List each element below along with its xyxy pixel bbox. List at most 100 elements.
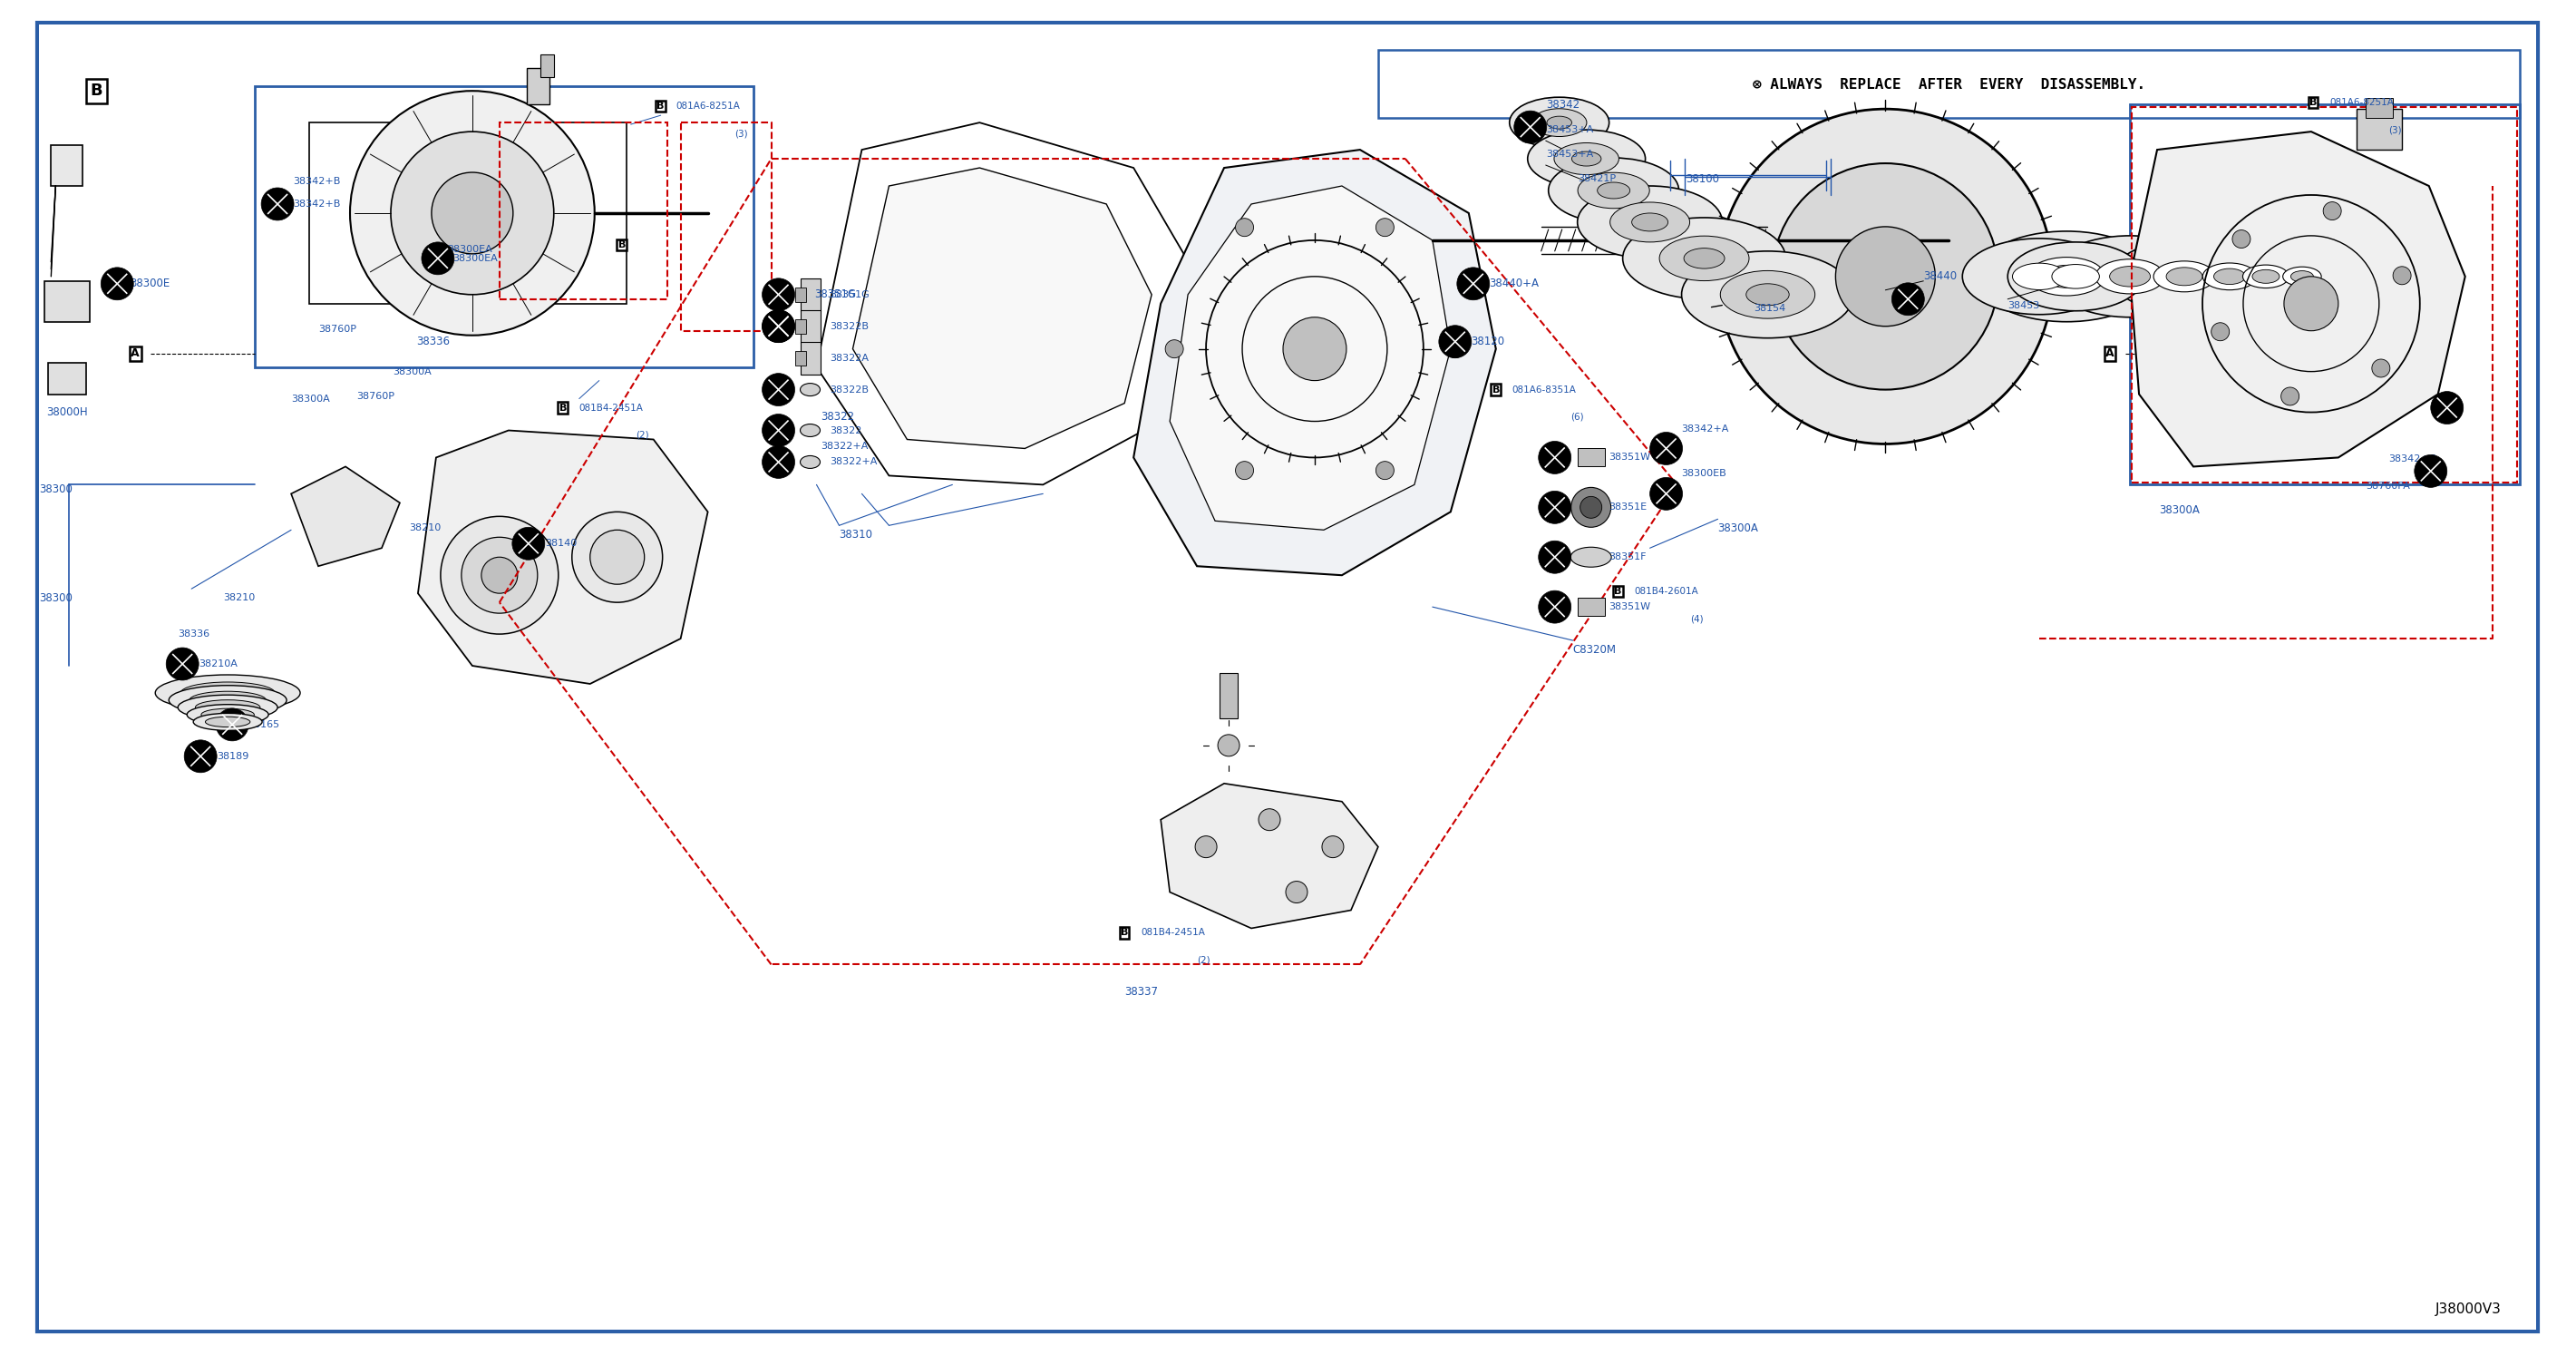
Circle shape xyxy=(461,537,538,614)
Circle shape xyxy=(1376,462,1394,479)
Circle shape xyxy=(1376,218,1394,237)
Ellipse shape xyxy=(1553,143,1618,175)
Polygon shape xyxy=(853,168,1151,448)
Text: 38760P: 38760P xyxy=(319,324,355,334)
Text: 38351E: 38351E xyxy=(1610,503,1646,511)
Bar xyxy=(44,281,90,322)
Circle shape xyxy=(1649,478,1682,510)
Text: 38342: 38342 xyxy=(1546,98,1579,110)
Circle shape xyxy=(762,373,796,406)
Text: 38210A: 38210A xyxy=(198,660,237,669)
Circle shape xyxy=(2285,276,2339,331)
Text: B: B xyxy=(1492,385,1499,394)
Ellipse shape xyxy=(1597,182,1631,199)
Circle shape xyxy=(762,415,796,447)
Ellipse shape xyxy=(2202,262,2257,289)
Circle shape xyxy=(1285,882,1309,903)
Text: ⊗ ALWAYS  REPLACE  AFTER  EVERY  DISASSEMBLY.: ⊗ ALWAYS REPLACE AFTER EVERY DISASSEMBLY… xyxy=(1752,78,2146,92)
Polygon shape xyxy=(291,467,399,567)
Circle shape xyxy=(1571,487,1610,528)
Bar xyxy=(2130,105,2519,485)
Ellipse shape xyxy=(2112,241,2257,312)
Ellipse shape xyxy=(2043,265,2089,288)
Bar xyxy=(1577,448,1605,467)
Bar xyxy=(526,69,549,105)
Text: (3): (3) xyxy=(2388,125,2401,135)
Bar xyxy=(255,86,752,367)
Circle shape xyxy=(1538,441,1571,474)
Ellipse shape xyxy=(2007,242,2143,311)
Text: 38351G: 38351G xyxy=(829,289,871,299)
Circle shape xyxy=(2372,359,2391,377)
Text: 38300A: 38300A xyxy=(392,367,430,376)
Ellipse shape xyxy=(2213,249,2321,304)
Text: 38342+B: 38342+B xyxy=(294,199,340,209)
Ellipse shape xyxy=(2110,267,2151,287)
Text: 38322: 38322 xyxy=(822,411,855,423)
Ellipse shape xyxy=(170,685,286,715)
Ellipse shape xyxy=(2053,264,2099,288)
Circle shape xyxy=(165,647,198,680)
Text: 38300A: 38300A xyxy=(1718,522,1759,534)
Bar xyxy=(801,342,819,374)
Text: 081A6-8251A: 081A6-8251A xyxy=(2329,98,2393,108)
Circle shape xyxy=(1445,339,1463,358)
Bar xyxy=(801,310,819,343)
Text: 38322A: 38322A xyxy=(829,354,868,362)
Text: 38322B: 38322B xyxy=(829,385,868,394)
Text: B: B xyxy=(559,404,567,412)
Text: A: A xyxy=(131,347,139,359)
Text: 38300: 38300 xyxy=(39,592,72,604)
Circle shape xyxy=(1515,110,1546,144)
Text: 38351W: 38351W xyxy=(1610,603,1651,611)
Ellipse shape xyxy=(2094,260,2164,293)
Text: 38300EA: 38300EA xyxy=(446,245,492,254)
Circle shape xyxy=(1218,735,1239,756)
Ellipse shape xyxy=(1533,109,1587,136)
Circle shape xyxy=(1260,809,1280,830)
Circle shape xyxy=(2414,455,2447,487)
Ellipse shape xyxy=(178,695,278,720)
Text: 081A6-8351A: 081A6-8351A xyxy=(1512,385,1577,394)
Bar xyxy=(309,122,626,304)
Text: 38421P: 38421P xyxy=(1577,174,1615,183)
Circle shape xyxy=(1579,497,1602,518)
Text: 38300A: 38300A xyxy=(291,394,330,404)
Text: 38300EB: 38300EB xyxy=(1682,470,1726,478)
Ellipse shape xyxy=(2166,268,2202,285)
Text: 38210: 38210 xyxy=(410,524,440,533)
Bar xyxy=(796,319,806,334)
Text: 38342+C: 38342+C xyxy=(2388,455,2437,464)
Circle shape xyxy=(1236,218,1255,237)
Circle shape xyxy=(1236,462,1255,479)
Ellipse shape xyxy=(1571,152,1602,166)
Bar xyxy=(796,287,806,302)
Text: 38440: 38440 xyxy=(1924,271,1958,283)
Bar xyxy=(500,122,667,299)
Ellipse shape xyxy=(196,700,260,715)
Circle shape xyxy=(1538,591,1571,623)
Bar xyxy=(1218,673,1236,719)
Text: 38000H: 38000H xyxy=(46,406,88,419)
Text: 081A6-8251A: 081A6-8251A xyxy=(675,102,739,110)
Ellipse shape xyxy=(180,682,276,704)
Circle shape xyxy=(572,511,662,603)
Text: A: A xyxy=(2105,347,2115,359)
Circle shape xyxy=(1321,836,1345,857)
Bar xyxy=(52,145,82,186)
Ellipse shape xyxy=(2012,264,2066,289)
Text: 38210: 38210 xyxy=(224,594,255,603)
Circle shape xyxy=(440,517,559,634)
Circle shape xyxy=(1718,109,2053,444)
Ellipse shape xyxy=(193,713,263,731)
Polygon shape xyxy=(2130,132,2465,467)
Circle shape xyxy=(1837,226,1935,326)
Ellipse shape xyxy=(1510,97,1610,148)
Text: 38342+B: 38342+B xyxy=(294,176,340,186)
Ellipse shape xyxy=(801,384,819,396)
Ellipse shape xyxy=(2213,269,2246,284)
Text: (6): (6) xyxy=(1571,412,1584,421)
Ellipse shape xyxy=(1571,548,1613,567)
Circle shape xyxy=(216,708,247,740)
Ellipse shape xyxy=(191,692,265,709)
